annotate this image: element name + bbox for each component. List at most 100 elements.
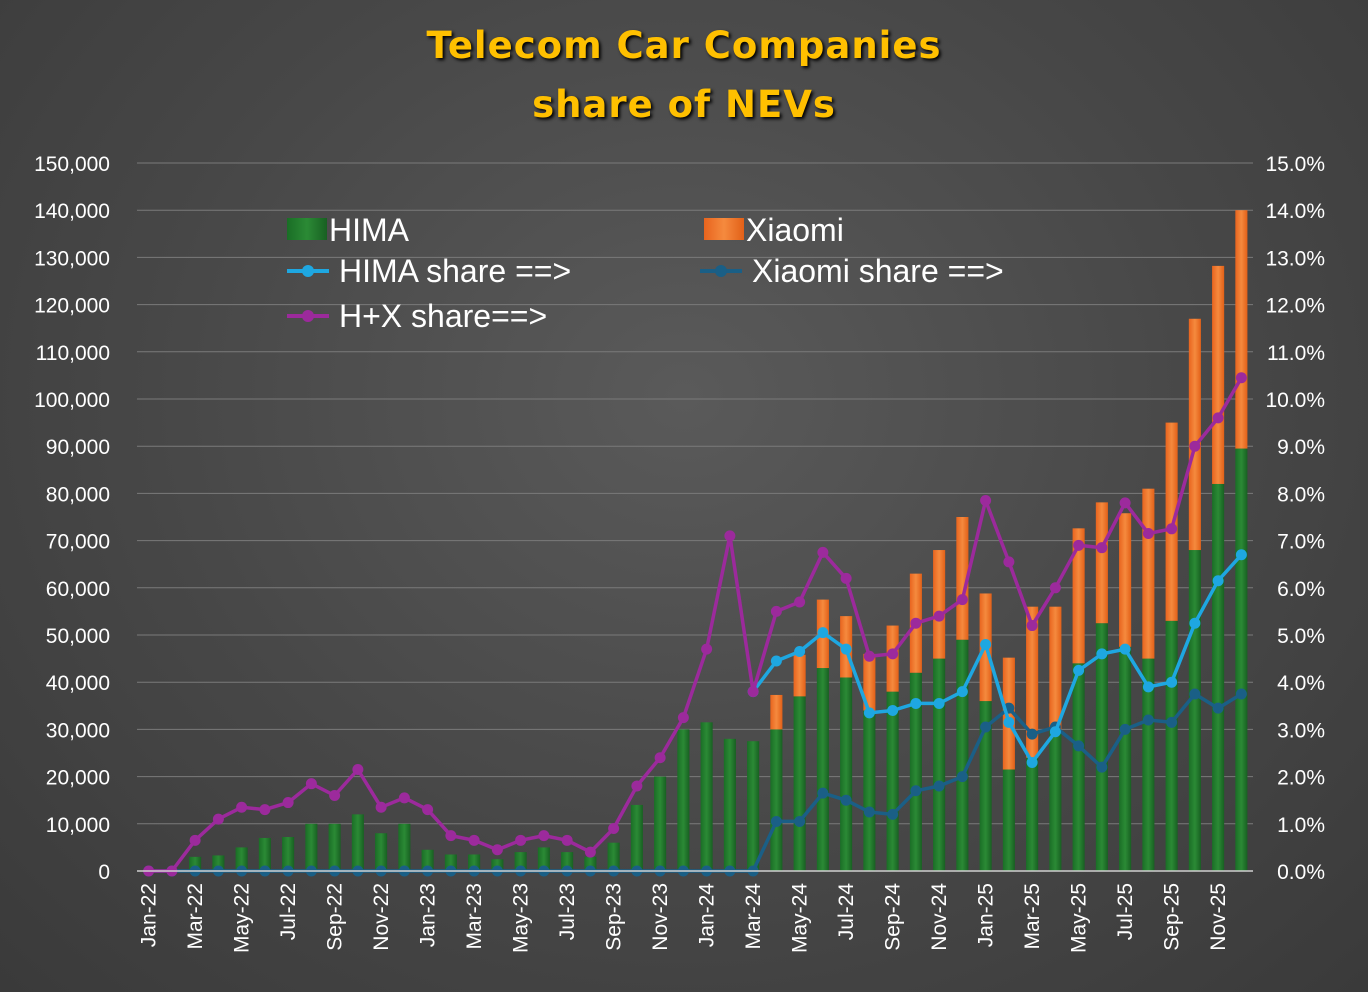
point-hima-share	[1003, 716, 1015, 728]
legend-xiaomi-share-marker	[715, 265, 727, 277]
y-right-tick-label: 10.0%	[1265, 389, 1325, 412]
x-tick-label: Nov-25	[1207, 883, 1230, 951]
point-hima-share	[863, 707, 875, 719]
point-hx-share	[189, 834, 201, 846]
point-hx-share	[817, 546, 829, 558]
point-xiaomi-share	[1166, 716, 1178, 728]
legend-xiaomi-share-label: Xiaomi share ==>	[752, 253, 1004, 289]
bar-hima	[886, 691, 899, 871]
point-hx-share	[654, 752, 666, 764]
x-tick-label: Sep-24	[882, 883, 905, 951]
point-hx-share	[538, 830, 550, 842]
point-xiaomi-share	[980, 721, 992, 733]
point-hx-share	[770, 605, 782, 617]
line-hima-share	[751, 553, 1243, 765]
point-xiaomi-share	[1235, 688, 1247, 700]
y-left-tick-label: 90,000	[46, 436, 110, 459]
point-hx-share	[1166, 523, 1178, 535]
y-right-tick-label: 12.0%	[1265, 295, 1325, 318]
point-xiaomi-share	[1212, 702, 1224, 714]
point-hima-share	[817, 627, 829, 639]
point-hima-share	[1189, 617, 1201, 629]
point-hx-share	[1073, 539, 1085, 551]
point-hx-share	[887, 648, 899, 660]
bar-xiaomi	[1212, 265, 1225, 484]
point-hima-share	[1235, 549, 1247, 561]
y-right-tick-label: 15.0%	[1265, 153, 1325, 176]
x-tick-label: Nov-24	[928, 883, 951, 951]
x-tick-label: Nov-23	[649, 883, 672, 951]
point-hx-share	[1142, 528, 1154, 540]
legend-hima-share: HIMA share ==>	[287, 253, 571, 289]
point-hx-share	[956, 594, 968, 606]
legend-xiaomi: Xiaomi	[704, 212, 844, 248]
bar-hima	[607, 842, 620, 871]
point-hima-share	[887, 705, 899, 717]
point-hx-share	[236, 801, 248, 813]
bar-hima	[258, 837, 271, 871]
bar-hima	[514, 852, 527, 871]
point-hx-share	[980, 494, 992, 506]
point-hx-share	[933, 610, 945, 622]
point-hx-share	[1049, 582, 1061, 594]
x-tick-label: Mar-25	[1021, 883, 1044, 950]
legend-hx-share: H+X share==>	[287, 298, 547, 334]
bar-hima	[1188, 550, 1201, 871]
point-xiaomi-share	[1096, 761, 1108, 773]
point-hx-share	[910, 617, 922, 629]
y-left-tick-label: 120,000	[34, 295, 110, 318]
point-xiaomi-share	[1119, 723, 1131, 735]
point-xiaomi-share	[1026, 728, 1038, 740]
legend-hima-swatch	[287, 218, 327, 240]
point-hx-share	[631, 780, 643, 792]
y-right-tick-label: 11.0%	[1267, 342, 1325, 365]
bar-xiaomi	[1026, 606, 1039, 758]
point-hima-share	[910, 697, 922, 709]
point-hx-share	[1189, 440, 1201, 452]
x-tick-label: Nov-22	[370, 883, 393, 951]
y-left-tick-label: 30,000	[46, 719, 110, 742]
y-left-tick-label: 60,000	[46, 578, 110, 601]
x-tick-label: Jan-25	[975, 883, 998, 947]
point-hx-share	[1119, 497, 1131, 509]
bar-xiaomi	[863, 653, 876, 711]
bar-hima	[956, 639, 969, 871]
point-hx-share	[1003, 556, 1015, 568]
legend-hima-label: HIMA	[329, 212, 410, 248]
point-hx-share	[561, 834, 573, 846]
point-hx-share	[515, 834, 527, 846]
point-hima-share	[1142, 681, 1154, 693]
x-tick-label: Mar-22	[184, 883, 207, 950]
legend-hima-share-marker	[302, 265, 314, 277]
y-left-tick-label: 20,000	[46, 767, 110, 790]
x-tick-label: Jul-24	[835, 883, 858, 941]
point-hima-share	[840, 643, 852, 655]
x-tick-label: Jul-23	[556, 883, 579, 940]
point-hx-share	[584, 846, 596, 858]
y-left-tick-label: 130,000	[34, 247, 110, 270]
point-hx-share	[747, 686, 759, 698]
bar-xiaomi	[1235, 210, 1248, 449]
point-xiaomi-share	[817, 787, 829, 799]
bar-hima	[863, 710, 876, 871]
point-xiaomi-share	[794, 815, 806, 827]
point-xiaomi-share	[910, 785, 922, 797]
bar-hima	[747, 741, 760, 871]
point-hima-share	[770, 655, 782, 667]
x-tick-label: Jan-22	[138, 883, 161, 947]
x-tick-label: Mar-23	[463, 883, 486, 950]
y-left-tick-label: 50,000	[46, 625, 110, 648]
bar-hima	[933, 658, 946, 871]
x-tick-label: Jul-22	[277, 883, 300, 940]
x-tick-label: May-25	[1068, 883, 1091, 953]
x-tick-label: Jan-23	[417, 883, 440, 947]
point-xiaomi-share	[863, 806, 875, 818]
point-hx-share	[398, 792, 410, 804]
x-tick-label: Mar-24	[742, 883, 765, 950]
point-hima-share	[1166, 676, 1178, 688]
point-hx-share	[701, 643, 713, 655]
bar-xiaomi	[1142, 488, 1155, 659]
y-left-tick-label: 110,000	[36, 342, 110, 365]
bar-hima	[1095, 623, 1108, 871]
